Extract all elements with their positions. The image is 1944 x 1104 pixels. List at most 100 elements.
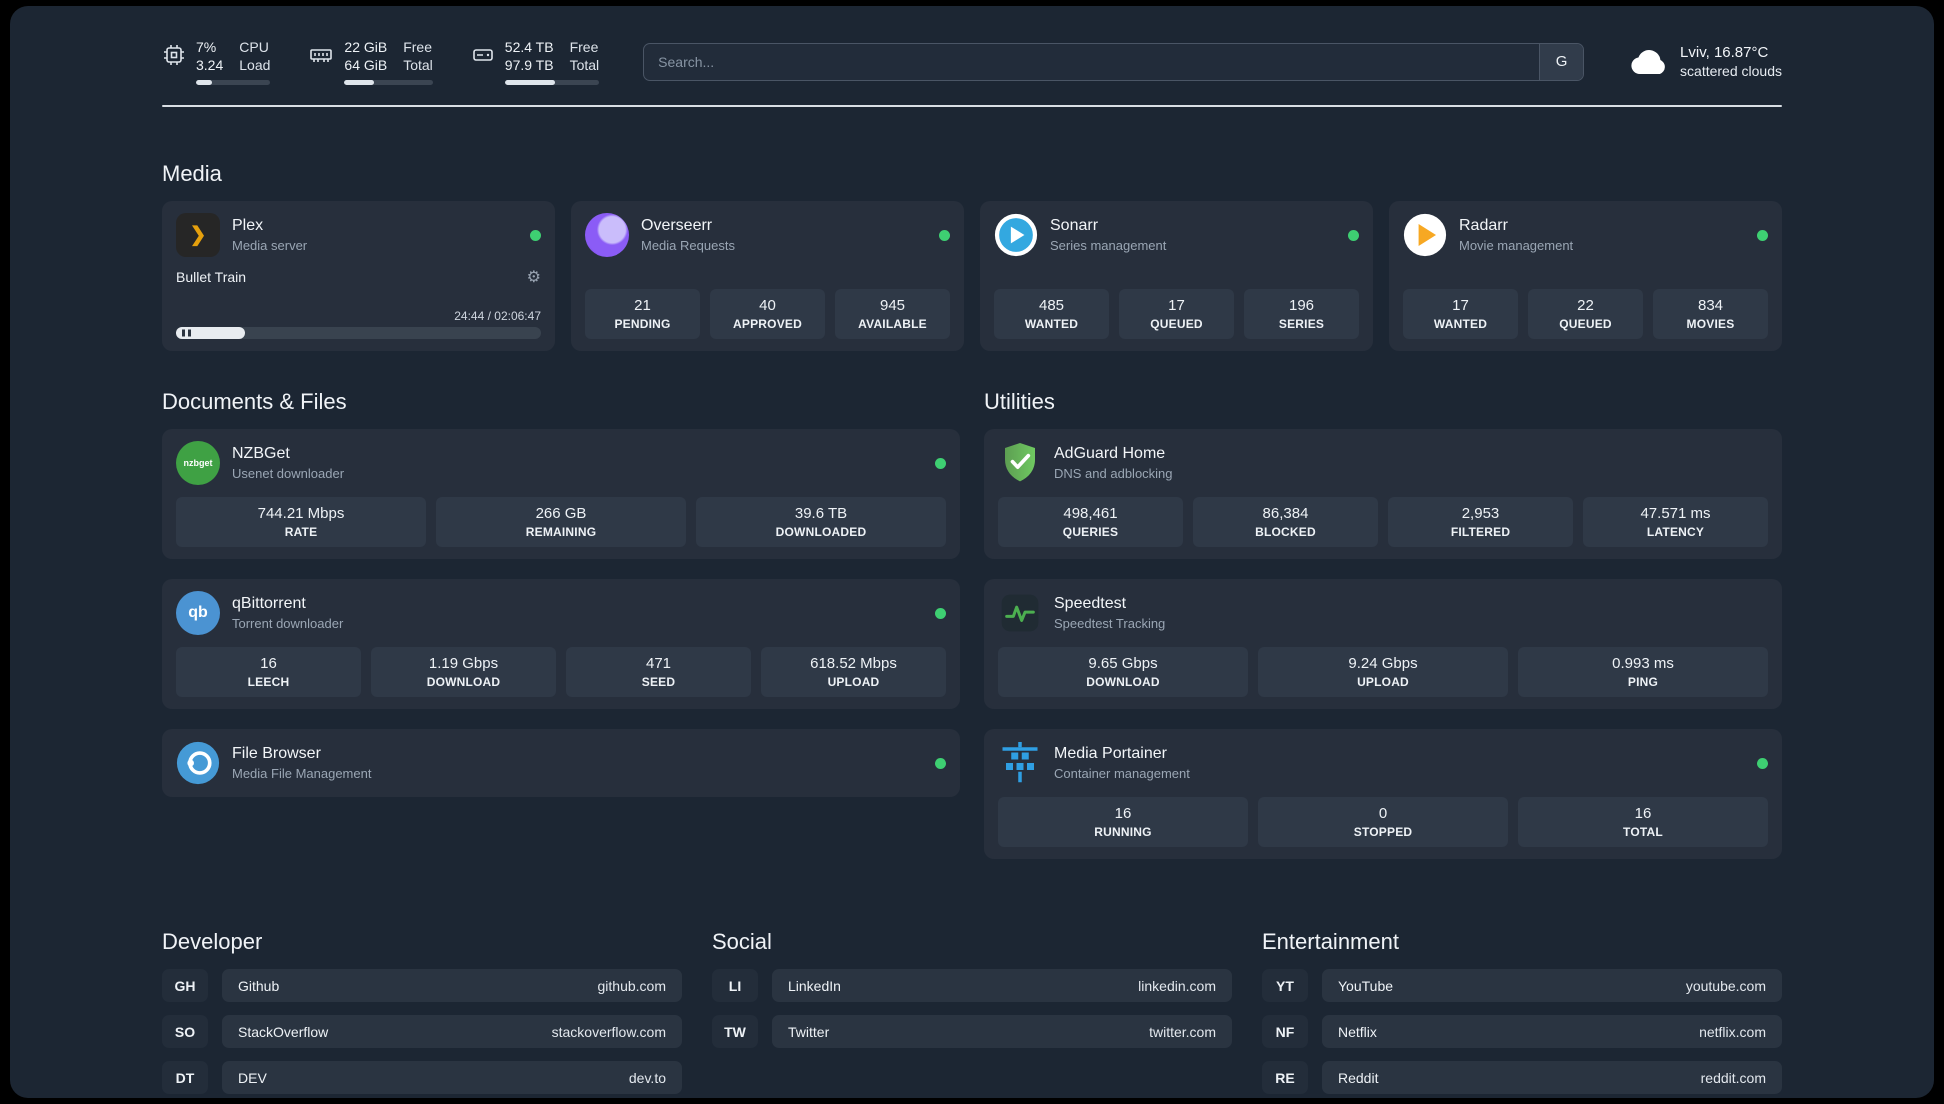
stat-value: 16	[1114, 805, 1132, 822]
search-engine-button[interactable]: G	[1539, 43, 1584, 80]
app-card-speedtest[interactable]: Speedtest Speedtest Tracking 9.65 Gbps D…	[984, 579, 1782, 709]
section-title-developer: Developer	[162, 929, 263, 954]
memory-total-value: 64 GiB	[344, 57, 388, 73]
stat-tile: 945 AVAILABLE	[835, 289, 950, 339]
playback-time: 24:44 / 02:06:47	[454, 309, 541, 323]
bookmark-name: Netflix	[1338, 1023, 1377, 1040]
memory-free-label: Free	[403, 39, 433, 55]
linkedin-icon: LI	[712, 969, 758, 1002]
stat-label: UPLOAD	[827, 675, 880, 689]
disk-total-value: 97.9 TB	[504, 57, 554, 73]
bookmark-url: twitter.com	[1149, 1023, 1216, 1040]
app-name: Speedtest	[1054, 595, 1127, 612]
stat-label: MOVIES	[1686, 317, 1735, 331]
stat-value: 39.6 TB	[794, 505, 848, 522]
cpu-load-label: Load	[239, 57, 271, 73]
app-card-filebrowser[interactable]: File Browser Media File Management	[162, 729, 960, 797]
stat-tile: 618.52 Mbps UPLOAD	[761, 647, 946, 697]
stat-tile: 17 WANTED	[1403, 289, 1518, 339]
stat-value: 945	[879, 297, 906, 314]
stat-tile: 9.65 Gbps DOWNLOAD	[998, 647, 1248, 697]
plex-icon: ❯	[176, 213, 220, 257]
bookmark-link-linkedin[interactable]: LinkedIn linkedin.com	[772, 969, 1232, 1002]
section-title-entertainment: Entertainment	[1262, 929, 1399, 954]
bookmark-link-stackoverflow[interactable]: StackOverflow stackoverflow.com	[222, 1015, 682, 1048]
stackoverflow-icon: SO	[162, 1015, 208, 1048]
bookmark-url: stackoverflow.com	[551, 1023, 666, 1040]
stat-tile: 16 LEECH	[176, 647, 361, 697]
cpu-widget: 7% CPU 3.24 Load	[162, 38, 271, 85]
disk-progress-bar	[504, 80, 600, 85]
stat-tile: 47.571 ms LATENCY	[1583, 497, 1768, 547]
app-name: File Browser	[232, 745, 321, 762]
stat-label: SEED	[641, 675, 676, 689]
stat-label: BLOCKED	[1255, 525, 1316, 539]
stat-value: 47.571 ms	[1640, 505, 1711, 522]
app-card-plex[interactable]: ❯ Plex Media server Bullet Train ⚙ 24:44…	[162, 201, 555, 351]
stat-label: LATENCY	[1646, 525, 1705, 539]
search-input[interactable]	[644, 43, 1540, 80]
stat-label: DOWNLOADED	[775, 525, 867, 539]
stat-value: 21	[634, 297, 651, 314]
bookmark-link-netflix[interactable]: Netflix netflix.com	[1322, 1015, 1782, 1048]
app-name: Plex	[232, 217, 264, 234]
stat-label: WANTED	[1433, 317, 1488, 331]
bookmark-link-dev[interactable]: DEV dev.to	[222, 1061, 682, 1094]
cpu-usage-value: 7%	[196, 39, 217, 55]
gear-icon[interactable]: ⚙	[526, 269, 541, 286]
reddit-icon: RE	[1262, 1061, 1308, 1094]
bookmark-name: YouTube	[1338, 977, 1394, 994]
stat-value: 618.52 Mbps	[810, 655, 897, 672]
topbar: 7% CPU 3.24 Load	[162, 38, 1782, 85]
stat-label: AVAILABLE	[858, 317, 927, 331]
stat-tile: 16 TOTAL	[1518, 797, 1768, 847]
app-name: NZBGet	[232, 445, 290, 462]
radarr-icon	[1403, 213, 1447, 257]
status-dot	[1348, 229, 1359, 241]
stat-label: SERIES	[1278, 317, 1325, 331]
stat-label: UPLOAD	[1357, 675, 1409, 689]
playback-progress-bar[interactable]	[176, 327, 541, 339]
bookmark-dev: DT DEV dev.to	[162, 1061, 682, 1094]
stat-value: 17	[1168, 297, 1185, 314]
stat-value: 86,384	[1262, 505, 1309, 522]
stat-label: STOPPED	[1353, 825, 1413, 839]
stat-value: 9.24 Gbps	[1348, 655, 1418, 672]
playback-progress-fill	[176, 327, 246, 339]
stat-tile: 744.21 Mbps RATE	[176, 497, 426, 547]
weather-condition: scattered clouds	[1680, 63, 1782, 79]
stat-tile: 86,384 BLOCKED	[1193, 497, 1378, 547]
app-name: Media Portainer	[1054, 745, 1167, 762]
app-card-portainer[interactable]: Media Portainer Container management 16 …	[984, 729, 1782, 859]
stat-tile: 16 RUNNING	[998, 797, 1248, 847]
bookmark-github: GH Github github.com	[162, 969, 682, 1002]
qbittorrent-icon: qb	[176, 591, 220, 635]
app-desc: Media File Management	[232, 766, 372, 781]
netflix-icon: NF	[1262, 1015, 1308, 1048]
bookmark-link-youtube[interactable]: YouTube youtube.com	[1322, 969, 1782, 1002]
status-dot	[530, 229, 541, 241]
app-card-adguard[interactable]: AdGuard Home DNS and adblocking 498,461 …	[984, 429, 1782, 559]
bookmark-twitter: TW Twitter twitter.com	[712, 1015, 1232, 1048]
app-card-radarr[interactable]: Radarr Movie management 17 WANTED 22 QUE…	[1389, 201, 1782, 351]
bookmark-link-reddit[interactable]: Reddit reddit.com	[1322, 1061, 1782, 1094]
app-card-overseerr[interactable]: Overseerr Media Requests 21 PENDING 40 A…	[571, 201, 964, 351]
app-card-sonarr[interactable]: Sonarr Series management 485 WANTED 17 Q…	[980, 201, 1373, 351]
app-name: Radarr	[1459, 217, 1508, 234]
memory-progress-bar	[344, 80, 433, 85]
stat-label: APPROVED	[733, 317, 802, 331]
app-desc: Usenet downloader	[232, 466, 345, 481]
stat-value: 0.993 ms	[1612, 655, 1674, 672]
stat-value: 2,953	[1461, 505, 1500, 522]
memory-free-value: 22 GiB	[344, 39, 388, 55]
cpu-icon	[162, 43, 186, 67]
bookmark-link-github[interactable]: Github github.com	[222, 969, 682, 1002]
pause-icon[interactable]	[182, 329, 191, 337]
app-desc: Movie management	[1459, 238, 1574, 253]
bookmark-link-twitter[interactable]: Twitter twitter.com	[772, 1015, 1232, 1048]
status-dot	[935, 757, 946, 769]
stat-tile: 485 WANTED	[994, 289, 1109, 339]
app-card-qbittorrent[interactable]: qb qBittorrent Torrent downloader 16 LEE…	[162, 579, 960, 709]
app-name: Overseerr	[641, 217, 713, 234]
app-card-nzbget[interactable]: nzbget NZBGet Usenet downloader 744.21 M…	[162, 429, 960, 559]
